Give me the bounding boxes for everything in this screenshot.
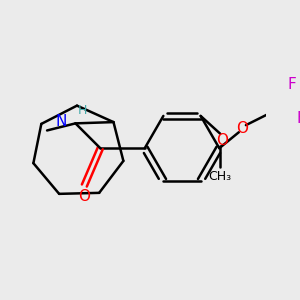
Text: O: O — [216, 133, 228, 148]
Text: N: N — [55, 114, 67, 129]
Text: O: O — [236, 121, 248, 136]
Text: F: F — [297, 111, 300, 126]
Text: CH₃: CH₃ — [208, 170, 232, 183]
Text: O: O — [78, 189, 90, 204]
Text: F: F — [288, 77, 296, 92]
Text: H: H — [78, 104, 87, 117]
